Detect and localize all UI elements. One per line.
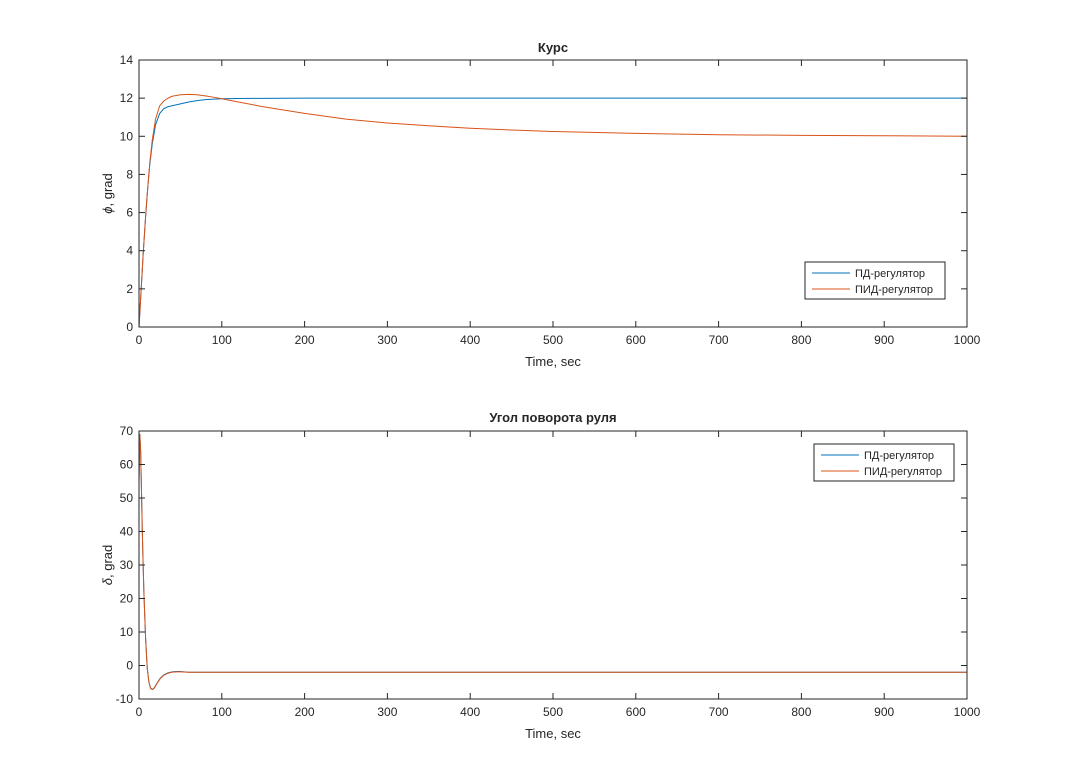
course-legend: ПД-регулятор ПИД-регулятор <box>804 261 946 300</box>
course-x-tick-label: 1000 <box>954 333 981 347</box>
rudder-angle-y-ticks: -10 0 10 20 30 40 50 60 70 <box>116 424 967 706</box>
rudder-angle-legend-label-pid: ПИД-регулятор <box>864 466 942 478</box>
course-x-tick-label: 500 <box>543 333 563 347</box>
rudder-angle-x-tick-label: 400 <box>460 705 480 719</box>
rudder-angle-x-ticks: 0 100 200 300 400 500 600 700 800 900 1000 <box>136 431 981 719</box>
rudder-angle-y-axis-unit: , grad <box>100 545 115 578</box>
course-y-tick-label: 0 <box>126 320 133 334</box>
course-legend-box <box>804 261 946 300</box>
course-x-tick-label: 600 <box>626 333 646 347</box>
course-y-tick-label: 14 <box>120 53 134 67</box>
rudder-angle-x-tick-label: 1000 <box>954 705 981 719</box>
course-x-tick-label: 700 <box>709 333 729 347</box>
rudder-angle-series-pid-line <box>139 433 967 691</box>
course-x-axis-label: Time, sec <box>525 354 581 369</box>
rudder-angle-y-tick-label: 40 <box>120 525 134 539</box>
rudder-angle-x-tick-label: 700 <box>709 705 729 719</box>
course-x-tick-label: 100 <box>212 333 232 347</box>
course-y-tick-label: 12 <box>120 91 134 105</box>
rudder-angle-y-tick-label: 0 <box>126 659 133 673</box>
course-x-tick-label: 800 <box>791 333 811 347</box>
rudder-angle-series-layer <box>139 433 967 691</box>
rudder-angle-x-tick-label: 800 <box>791 705 811 719</box>
course-x-tick-label: 0 <box>136 333 143 347</box>
rudder-angle-y-axis-label: δ, grad <box>100 545 115 585</box>
rudder-angle-legend: ПД-регулятор ПИД-регулятор <box>813 443 955 482</box>
course-x-tick-label: 900 <box>874 333 894 347</box>
rudder-angle-x-axis-label: Time, sec <box>525 726 581 741</box>
rudder-angle-y-tick-label: 10 <box>120 625 134 639</box>
course-y-axis-symbol: ϕ <box>100 207 115 214</box>
course-y-tick-label: 10 <box>120 129 134 143</box>
course-y-axis-unit: , grad <box>100 173 115 206</box>
rudder-angle-y-tick-label: 60 <box>120 458 134 472</box>
course-x-ticks: 0 100 200 300 400 500 600 700 800 900 1000 <box>136 60 981 347</box>
rudder-angle-y-tick-label: 30 <box>120 558 134 572</box>
course-x-tick-label: 400 <box>460 333 480 347</box>
rudder-angle-x-tick-label: 0 <box>136 705 143 719</box>
rudder-angle-y-axis-symbol: δ <box>100 577 115 585</box>
course-series-pid-line <box>139 93 967 327</box>
rudder-angle-x-tick-label: 900 <box>874 705 894 719</box>
rudder-angle-x-tick-label: 200 <box>295 705 315 719</box>
course-y-tick-label: 4 <box>126 244 133 258</box>
course-series-layer <box>139 93 967 327</box>
course-y-tick-label: 8 <box>126 167 133 181</box>
course-axes: Курс 0 100 200 300 400 500 600 700 800 900 1000 0 2… <box>100 40 981 369</box>
rudder-angle-x-tick-label: 300 <box>377 705 397 719</box>
course-x-tick-label: 200 <box>295 333 315 347</box>
rudder-angle-y-tick-label: -10 <box>116 692 134 706</box>
rudder-angle-legend-box <box>813 443 955 482</box>
course-x-tick-label: 300 <box>377 333 397 347</box>
rudder-angle-y-tick-label: 50 <box>120 491 134 505</box>
rudder-angle-y-tick-label: 70 <box>120 424 134 438</box>
course-legend-label-pd: ПД-регулятор <box>855 268 925 280</box>
course-title: Курс <box>538 40 568 55</box>
rudder-angle-y-tick-label: 20 <box>120 592 134 606</box>
course-y-tick-label: 2 <box>126 282 133 296</box>
rudder-angle-x-tick-label: 100 <box>212 705 232 719</box>
rudder-angle-axes: Угол поворота руля 0 100 200 300 400 500 600 70… <box>100 410 981 741</box>
rudder-angle-legend-label-pd: ПД-регулятор <box>864 450 934 462</box>
course-legend-label-pid: ПИД-регулятор <box>855 284 933 296</box>
course-y-tick-label: 6 <box>126 206 133 220</box>
course-y-ticks: 0 2 4 6 8 10 12 14 <box>120 53 967 334</box>
rudder-angle-title: Угол поворота руля <box>489 410 616 425</box>
rudder-angle-x-tick-label: 500 <box>543 705 563 719</box>
course-y-axis-label: ϕ, grad <box>100 173 115 213</box>
rudder-angle-x-tick-label: 600 <box>626 705 646 719</box>
